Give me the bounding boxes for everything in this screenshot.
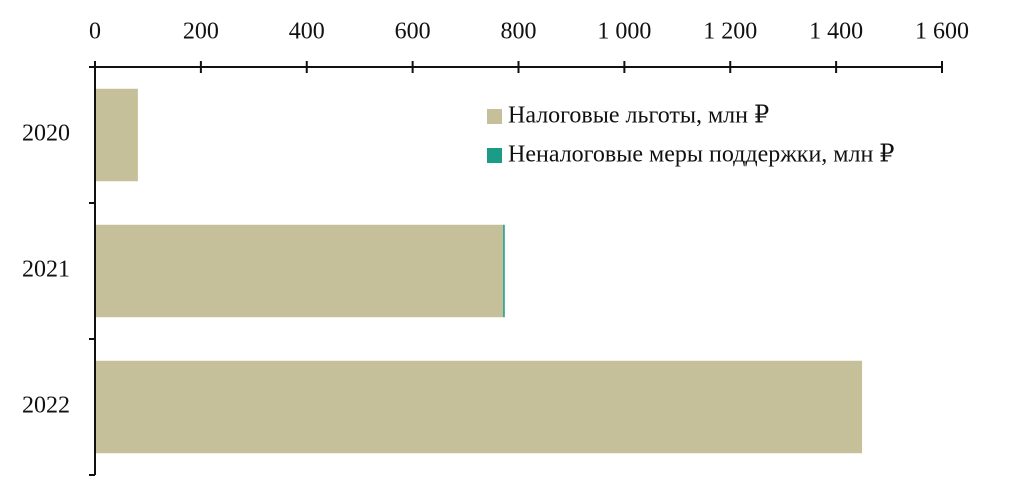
- x-tick-label: 1 600: [915, 19, 969, 45]
- legend-marker: [487, 148, 502, 163]
- bar-segment: [503, 224, 505, 318]
- legend-marker: [487, 109, 502, 124]
- legend-label: Неналоговые меры поддержки, млн ₽: [508, 142, 895, 168]
- x-tick-label: 0: [89, 19, 101, 45]
- bar-segment: [95, 88, 138, 182]
- y-tick-label: 2022: [22, 393, 70, 419]
- x-tick-label: 1 000: [597, 19, 651, 45]
- y-tick-label: 2020: [22, 121, 70, 147]
- x-tick-label: 400: [289, 19, 325, 45]
- bar-segment: [95, 224, 504, 318]
- x-tick-label: 1 200: [703, 19, 757, 45]
- y-tick-label: 2021: [22, 257, 70, 283]
- x-tick-label: 1 400: [809, 19, 863, 45]
- x-tick-label: 800: [501, 19, 537, 45]
- bar-segment: [95, 360, 863, 454]
- x-tick-label: 600: [395, 19, 431, 45]
- x-tick-label: 200: [183, 19, 219, 45]
- legend-label: Налоговые льготы, млн ₽: [508, 103, 769, 129]
